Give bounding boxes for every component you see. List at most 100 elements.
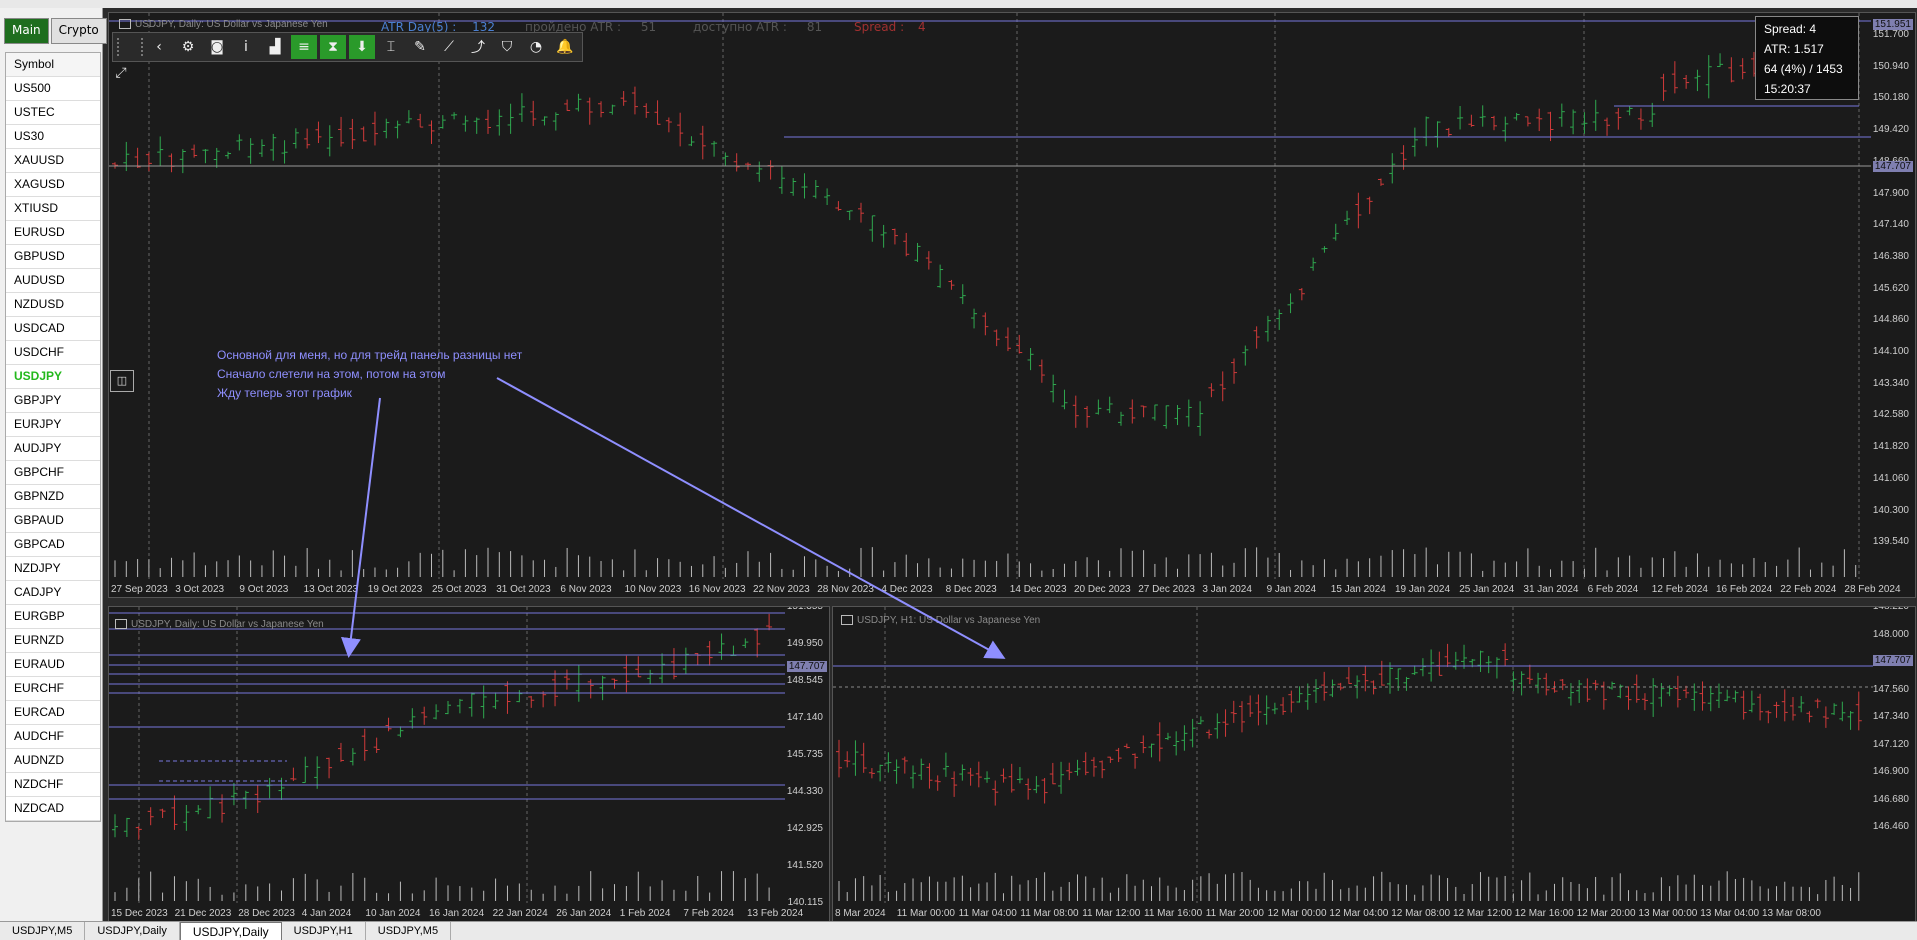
time-tick: 15 Dec 2023 xyxy=(111,908,168,919)
symbol-column-header[interactable]: Symbol xyxy=(6,53,100,77)
bottom-right-price-axis[interactable]: 148.220148.000147.780147.560147.340147.1… xyxy=(1871,607,1915,921)
bars-icon[interactable]: ▟ xyxy=(269,39,281,55)
main-chart-canvas[interactable] xyxy=(109,13,1915,597)
symbol-row-eurnzd[interactable]: EURNZD xyxy=(6,629,100,653)
bottom-left-chart-canvas[interactable] xyxy=(109,607,829,921)
main-time-axis[interactable]: 27 Sep 2023 3 Oct 2023 9 Oct 2023 13 Oct 20… xyxy=(109,581,1915,597)
symbol-row-nzdjpy[interactable]: NZDJPY xyxy=(6,557,100,581)
tab-crypto[interactable]: Crypto xyxy=(50,18,107,44)
chart-tab-2[interactable]: USDJPY,Daily xyxy=(179,922,282,940)
symbol-row-nzdchf[interactable]: NZDCHF xyxy=(6,773,100,797)
annotation-line-1: Основной для меня, но для трейд панель р… xyxy=(217,348,523,362)
symbol-row-ustec[interactable]: USTEC xyxy=(6,101,100,125)
spread-info-box: Spread: 4 ATR: 1.517 64 (4%) / 1453 15:2… xyxy=(1755,16,1859,100)
symbol-row-gbpcad[interactable]: GBPCAD xyxy=(6,533,100,557)
symbol-row-us500[interactable]: US500 xyxy=(6,77,100,101)
symbol-row-gbpchf[interactable]: GBPCHF xyxy=(6,461,100,485)
symbol-row-gbpnzd[interactable]: GBPNZD xyxy=(6,485,100,509)
current-price-tag: 147.707 xyxy=(1872,655,1913,666)
ruler-icon[interactable]: ⌶ xyxy=(386,39,396,55)
symbol-row-xagusd[interactable]: XAGUSD xyxy=(6,173,100,197)
symbol-row-euraud[interactable]: EURAUD xyxy=(6,653,100,677)
symbol-row-audchf[interactable]: AUDCHF xyxy=(6,725,100,749)
chart-tab-0[interactable]: USDJPY,M5 xyxy=(0,922,86,940)
trend-icon[interactable]: ⟋ xyxy=(444,39,454,55)
bell-icon[interactable]: 🔔 xyxy=(556,39,574,55)
expand-icon[interactable]: ⤢ xyxy=(115,65,127,81)
time-tick: 10 Jan 2024 xyxy=(365,908,421,919)
time-tick: 22 Jan 2024 xyxy=(492,908,548,919)
camera-icon[interactable]: ◙ xyxy=(210,39,224,55)
bottom-left-time-axis[interactable]: 15 Dec 2023 21 Dec 2023 28 Dec 2023 4 Jan 2… xyxy=(109,905,829,921)
list-icon[interactable]: ≡ xyxy=(291,35,317,59)
price-tick: 149.950 xyxy=(786,638,823,649)
tab-main[interactable]: Main xyxy=(4,18,49,44)
symbol-row-gbpaud[interactable]: GBPAUD xyxy=(6,509,100,533)
back-icon[interactable]: ‹ xyxy=(156,39,162,55)
atr-day-label: ATR Day(5) : 132 xyxy=(381,20,496,34)
bottom-left-chart-title: USDJPY, Daily: US Dollar vs Japanese Yen xyxy=(115,619,324,630)
price-tick: 140.300 xyxy=(1872,504,1909,516)
chart-icon[interactable]: ⤴ xyxy=(471,40,485,56)
bottom-left-price-axis[interactable]: 151.355 149.950 148.545 147.140 145.735 144.3… xyxy=(785,607,829,921)
chart-tab-4[interactable]: USDJPY,M5 xyxy=(366,922,452,940)
symbol-row-eurcad[interactable]: EURCAD xyxy=(6,701,100,725)
symbol-row-gbpjpy[interactable]: GBPJPY xyxy=(6,389,100,413)
price-tick: 151.700 xyxy=(1872,29,1909,40)
main-price-axis[interactable]: 151.700150.940150.180149.420148.660147.9… xyxy=(1871,13,1915,597)
price-tick: 146.900 xyxy=(1872,766,1909,777)
time-tick: 12 Mar 20:00 xyxy=(1576,908,1636,919)
symbol-row-us30[interactable]: US30 xyxy=(6,125,100,149)
symbol-row-xtiusd[interactable]: XTIUSD xyxy=(6,197,100,221)
symbol-row-eurgbp[interactable]: EURGBP xyxy=(6,605,100,629)
price-tick: 147.140 xyxy=(1872,219,1909,231)
pencil-icon[interactable]: ✎ xyxy=(414,39,426,55)
symbol-row-audjpy[interactable]: AUDJPY xyxy=(6,437,100,461)
symbol-row-gbpusd[interactable]: GBPUSD xyxy=(6,245,100,269)
one-click-trading-icon[interactable]: ◫ xyxy=(110,370,134,392)
time-tick: 7 Feb 2024 xyxy=(683,908,734,919)
symbol-row-eurusd[interactable]: EURUSD xyxy=(6,221,100,245)
symbol-list: Symbol US500 USTEC US30 XAUUSD XAGUSD XTIUSD E… xyxy=(5,52,101,822)
bottom-left-chart-usdjpy-daily[interactable]: USDJPY, Daily: US Dollar vs Japanese Yen… xyxy=(108,606,830,922)
symbol-row-usdjpy[interactable]: USDJPY xyxy=(6,365,100,389)
price-tick: 146.380 xyxy=(1872,250,1909,262)
gear-icon[interactable]: ⚙ xyxy=(181,39,195,55)
bottom-right-chart-usdjpy-h1[interactable]: USDJPY, H1: US Dollar vs Japanese Yen 14… xyxy=(832,606,1916,922)
symbol-row-audusd[interactable]: AUDUSD xyxy=(6,269,100,293)
price-tick: 149.420 xyxy=(1872,124,1909,136)
main-chart-title: USDJPY, Daily: US Dollar vs Japanese Yen xyxy=(119,19,328,30)
price-tick: 147.120 xyxy=(1872,738,1909,750)
symbol-row-xauusd[interactable]: XAUUSD xyxy=(6,149,100,173)
candle-icon[interactable]: ⧗ xyxy=(320,35,346,59)
symbol-row-usdchf[interactable]: USDCHF xyxy=(6,341,100,365)
grip-icon[interactable] xyxy=(117,38,143,56)
symbol-row-usdcad[interactable]: USDCAD xyxy=(6,317,100,341)
price-tick: 146.460 xyxy=(1872,821,1909,832)
symbol-row-nzdcad[interactable]: NZDCAD xyxy=(6,797,100,821)
symbol-row-nzdusd[interactable]: NZDUSD xyxy=(6,293,100,317)
price-tick: 147.340 xyxy=(1872,711,1909,722)
shield-icon[interactable]: ⛉ xyxy=(501,39,513,55)
symbol-row-eurchf[interactable]: EURCHF xyxy=(6,677,100,701)
symbol-row-cadjpy[interactable]: CADJPY xyxy=(6,581,100,605)
chart-tab-1[interactable]: USDJPY,Daily xyxy=(85,922,180,940)
time-tick: 3 Oct 2023 xyxy=(175,584,225,595)
download-icon[interactable]: ⬇ xyxy=(349,35,375,59)
annotation-line-3: Жду теперь этот график xyxy=(217,386,352,400)
symbol-row-audnzd[interactable]: AUDNZD xyxy=(6,749,100,773)
market-watch-tabs: Main Crypto xyxy=(4,18,107,44)
time-tick: 9 Oct 2023 xyxy=(239,584,289,595)
price-tick: 147.140 xyxy=(786,712,823,723)
pie-icon[interactable]: ◔ xyxy=(529,39,543,55)
info-time: 15:20:37 xyxy=(1764,82,1811,96)
bottom-right-time-axis[interactable]: 8 Mar 2024 11 Mar 00:00 11 Mar 04:00 11 Mar… xyxy=(833,905,1915,921)
time-tick: 22 Feb 2024 xyxy=(1780,584,1837,595)
time-tick: 28 Feb 2024 xyxy=(1844,584,1901,595)
info-icon[interactable]: i xyxy=(244,39,248,55)
chart-tab-3[interactable]: USDJPY,H1 xyxy=(282,922,366,940)
bottom-right-chart-canvas[interactable] xyxy=(833,607,1915,921)
main-chart-usdjpy-daily[interactable]: USDJPY, Daily: US Dollar vs Japanese Yen… xyxy=(108,12,1916,598)
symbol-row-eurjpy[interactable]: EURJPY xyxy=(6,413,100,437)
time-tick: 11 Mar 16:00 xyxy=(1144,908,1203,919)
